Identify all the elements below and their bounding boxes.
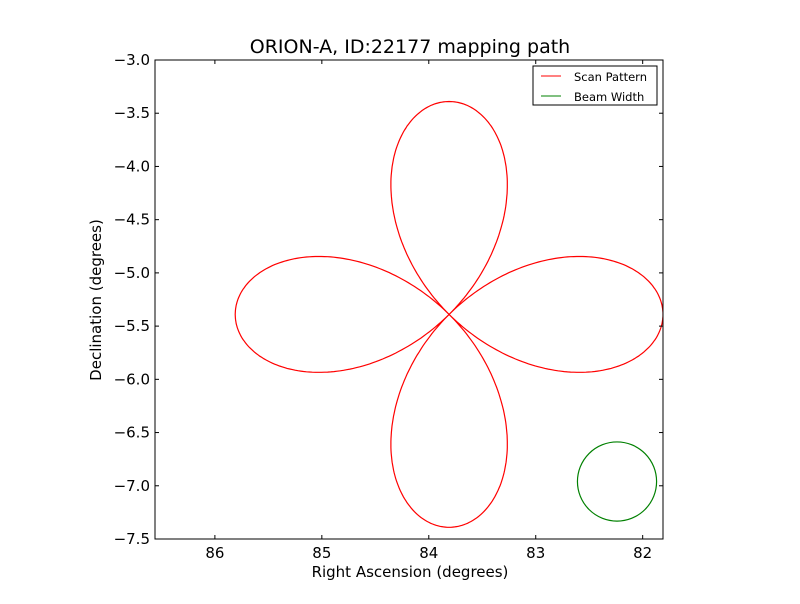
y-tick-label: −4.0 xyxy=(114,157,150,175)
x-tick-label: 86 xyxy=(205,544,224,562)
legend-label-beam: Beam Width xyxy=(574,90,644,104)
ticks: 86 85 84 83 82 −3.0 −3.5 −4.0 −4.5 −5.0 −5.5 −6.0 −6… xyxy=(114,51,663,562)
y-tick-label: −4.5 xyxy=(114,211,150,229)
beam-width-circle xyxy=(576,441,658,522)
y-tick-label: −7.0 xyxy=(114,477,150,495)
x-tick-label: 84 xyxy=(419,544,438,562)
y-tick-label: −6.0 xyxy=(114,370,150,388)
y-tick-label: −5.5 xyxy=(114,317,150,335)
chart-title: ORION-A, ID:22177 mapping path xyxy=(250,36,570,58)
x-tick-label: 85 xyxy=(312,544,331,562)
scan-pattern-line xyxy=(234,100,663,528)
y-tick-label: −6.5 xyxy=(114,424,150,442)
x-tick-label: 82 xyxy=(633,544,652,562)
y-tick-label: −3.0 xyxy=(114,51,150,69)
plot-area xyxy=(234,100,663,528)
y-axis-label: Declination (degrees) xyxy=(87,219,105,381)
y-tick-label: −7.5 xyxy=(114,530,150,548)
legend: Scan Pattern Beam Width xyxy=(532,65,658,106)
y-tick-label: −3.5 xyxy=(114,104,150,122)
legend-box xyxy=(532,65,658,106)
x-tick-label: 83 xyxy=(526,544,545,562)
axes-frame xyxy=(154,59,664,540)
legend-label-scan: Scan Pattern xyxy=(574,70,647,84)
y-tick-label: −5.0 xyxy=(114,264,150,282)
x-axis-label: Right Ascension (degrees) xyxy=(312,563,509,581)
